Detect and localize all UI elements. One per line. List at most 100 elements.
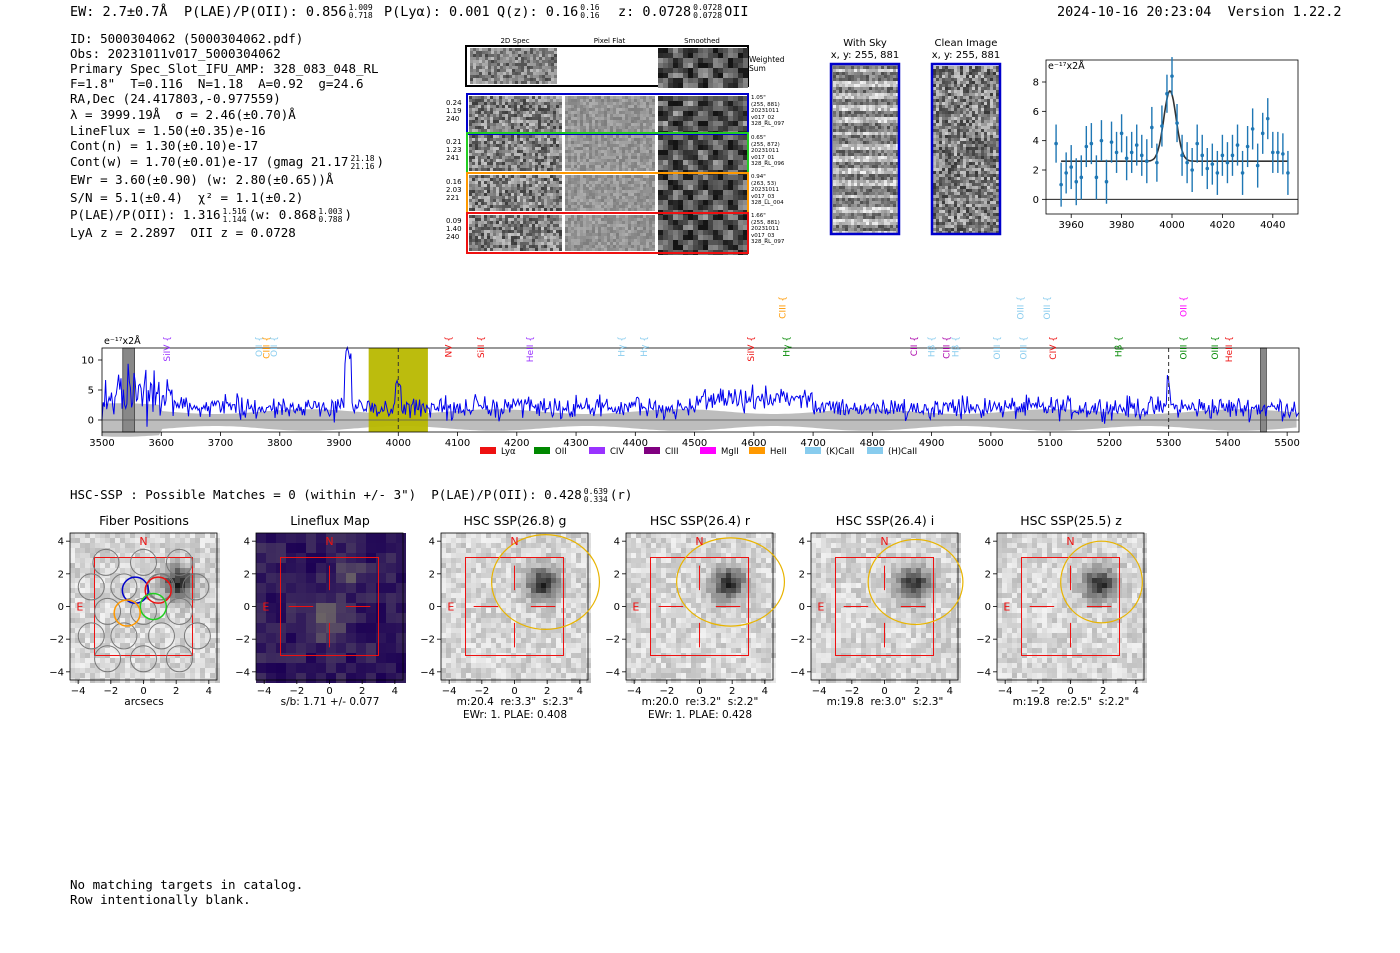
col-title-smoothed: Smoothed bbox=[684, 37, 720, 45]
source-ellipse bbox=[867, 538, 964, 626]
header-qz: Q(z): 0.16 0.16 0.16 bbox=[497, 4, 602, 21]
panel-xtick-label: 0 bbox=[696, 686, 702, 697]
legend-label: MgII bbox=[721, 447, 739, 457]
panel-ytick-label: 4 bbox=[244, 537, 250, 548]
zoom-point bbox=[1089, 141, 1094, 146]
panel-title-hsc-r: HSC SSP(26.4) r bbox=[649, 513, 751, 528]
spectrum-line-label: CII { bbox=[910, 336, 920, 356]
legend-label: (H)CaII bbox=[888, 447, 917, 457]
panel-ytick-label: −2 bbox=[235, 635, 250, 646]
info-lambda: λ = 3999.19Å σ = 2.46(±0.70)Å bbox=[70, 107, 296, 122]
spectrum-line-label: NV { bbox=[445, 336, 455, 357]
row-2dspec-2 bbox=[469, 135, 562, 171]
north-label: N bbox=[139, 535, 147, 548]
zoom-point bbox=[1064, 171, 1068, 175]
fiber-circle bbox=[165, 597, 193, 625]
zoom-point bbox=[1165, 91, 1169, 96]
zoom-point bbox=[1124, 156, 1129, 161]
spectrum-line-label: SiIV { bbox=[747, 336, 757, 362]
spectrum-line-label: Hγ { bbox=[782, 336, 792, 357]
zoom-point bbox=[1084, 144, 1089, 149]
aperture-box bbox=[650, 557, 749, 656]
zoom-ytick-label: 0 bbox=[1033, 195, 1039, 206]
version: Version 1.22.2 bbox=[1227, 4, 1342, 20]
zoom-point bbox=[1054, 141, 1058, 146]
full-spectrum-plot: 3500 3600 3700 3800 3900 4000 4100 4200 4300 4400… bbox=[81, 296, 1300, 457]
fiber-circle bbox=[92, 548, 120, 576]
spectrum-xtick-label: 4500 bbox=[682, 438, 707, 449]
footer-line-1: No matching targets in catalog. bbox=[70, 877, 304, 892]
panel-xtick-label: 0 bbox=[140, 686, 146, 697]
zoom-point bbox=[1139, 153, 1144, 158]
legend-swatch bbox=[805, 447, 821, 454]
spectrum-line-label: HeII { bbox=[1225, 336, 1235, 362]
spectrum-line-label: Hβ { bbox=[1114, 336, 1124, 357]
panel-4: N E −4 −4 −2 −2 0 0 2 2 4 4 bbox=[605, 532, 786, 697]
row2-right-label: 0.65" (255, 872) 20231011 v017_01 328_RL… bbox=[751, 135, 785, 168]
panel-xtick-label: 4 bbox=[1133, 686, 1139, 697]
separator bbox=[655, 175, 658, 211]
zoom-point bbox=[1155, 160, 1159, 165]
zoom-point bbox=[1104, 179, 1109, 184]
hsc-filter: (r) bbox=[609, 487, 633, 502]
info-primary: Primary Spec_Slot_IFU_AMP: 328_083_048_R… bbox=[70, 61, 379, 76]
panel-foot-hsc-r: m:20.0 re:3.2" s:2.2" EWr: 1. PLAE: 0.42… bbox=[641, 696, 759, 721]
source-ellipse bbox=[1060, 540, 1143, 624]
info-plae-value: P(LAE)/P(OII): 1.316 bbox=[70, 207, 221, 222]
spectrum-ytick-label: 10 bbox=[81, 356, 94, 367]
spectrum-xtick-label: 3900 bbox=[326, 438, 351, 449]
zoom-point bbox=[1255, 163, 1260, 168]
panel-xtick-label: −4 bbox=[71, 686, 86, 697]
spectrum-line-label: OIII { bbox=[1043, 296, 1053, 320]
timestamp: 2024-10-16 20:23:04 bbox=[1057, 4, 1212, 20]
spectrum-ytick-label: 5 bbox=[88, 386, 94, 397]
fiber-circle-orange bbox=[113, 599, 141, 627]
panel-foot-lineflux: s/b: 1.71 +/- 0.077 bbox=[280, 696, 380, 708]
zoom-point bbox=[1175, 121, 1179, 125]
zoom-ytick-label: 2 bbox=[1033, 166, 1039, 177]
spectrum-xtick-label: 4300 bbox=[563, 438, 588, 449]
panel-ytick-label: 0 bbox=[614, 602, 620, 613]
clean-image-title: Clean Image x, y: 255, 881 bbox=[921, 38, 1011, 62]
fiber-circle bbox=[183, 622, 211, 650]
zoom-xtick-label: 4000 bbox=[1159, 220, 1184, 231]
panel-ytick-label: 4 bbox=[799, 537, 805, 548]
zoom-point bbox=[1069, 165, 1073, 169]
zoom-point bbox=[1150, 125, 1154, 130]
panel-1: N E −4 −4 −2 −2 0 0 2 2 4 4 bbox=[49, 532, 220, 697]
zoom-point bbox=[1230, 153, 1235, 158]
spectrum-line-label: OII { bbox=[270, 336, 280, 357]
panel-title-hsc-g: HSC SSP(26.8) g bbox=[463, 513, 567, 528]
zoom-ylabel: e⁻¹⁷x2Å bbox=[1048, 61, 1085, 72]
header-z-lo: 0.0728 bbox=[693, 11, 723, 20]
panel-ytick-label: 2 bbox=[58, 569, 64, 580]
spectrum-flux-line bbox=[101, 345, 1300, 427]
east-label: E bbox=[817, 601, 824, 614]
zoom-point bbox=[1190, 168, 1194, 172]
separator bbox=[562, 175, 565, 211]
spectrum-xtick-label: 5500 bbox=[1274, 438, 1299, 449]
legend-swatch bbox=[644, 447, 660, 454]
spectrum-xtick-label: 4700 bbox=[800, 438, 825, 449]
header-timestamp: 2024-10-16 20:23:04 Version 1.22.2 bbox=[1057, 4, 1342, 20]
header-z-hi: 0.0728 bbox=[693, 3, 723, 12]
row1-right-label: 1.05" (255, 881) 20231011 v017_02 328_RL… bbox=[751, 95, 785, 128]
with-sky-frame bbox=[829, 62, 901, 236]
zoom-point bbox=[1200, 153, 1205, 158]
hsc-plae-hi: 0.639 bbox=[583, 486, 608, 496]
zoom-point bbox=[1276, 150, 1280, 155]
spectrum-ytick-label: 0 bbox=[88, 416, 94, 427]
info-plae-hi: 1.516 bbox=[222, 206, 247, 216]
imaging-panels: N E −4 −4 −2 −2 0 0 2 2 4 4 N E −4 −4 −2 −2 0 0 2 2 4 4 N E −4 −4 −2… bbox=[49, 532, 1147, 697]
spectrum-xtick-label: 5400 bbox=[1215, 438, 1240, 449]
zoom-ytick-label: 4 bbox=[1033, 136, 1039, 147]
zoom-point bbox=[1185, 160, 1189, 165]
panel-xtick-label: −4 bbox=[627, 686, 642, 697]
panel-xtick-label: 2 bbox=[1100, 686, 1106, 697]
info-fparams: F=1.8" T=0.116 N=1.18 A=0.92 g=24.6 bbox=[70, 76, 364, 91]
panel-ytick-label: 2 bbox=[244, 569, 250, 580]
row2-left-label: 0.21 1.23 241 bbox=[446, 138, 462, 162]
spectrum-xtick-label: 4600 bbox=[741, 438, 766, 449]
row-pixelflat-1 bbox=[565, 96, 655, 132]
footer-line-2: Row intentionally blank. bbox=[70, 892, 251, 907]
